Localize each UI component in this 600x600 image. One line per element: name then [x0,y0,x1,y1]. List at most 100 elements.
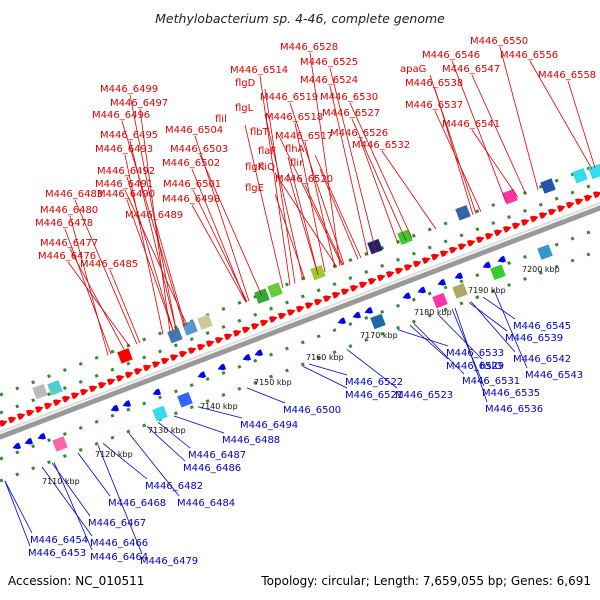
forward-gene-arrow [0,420,8,427]
reverse-gene-arrow [437,278,447,286]
kbp-tick-label: 7170 kbp [360,331,398,340]
forward-gene-label: M446_6558 [538,70,596,81]
forward-gene-arrow [169,354,179,361]
forward-gene-arrow [556,205,566,212]
forward-gene-label: flhA [285,144,305,155]
forward-gene-arrow [223,333,233,341]
reverse-gene-arrow [482,261,492,269]
forward-gene-label: M446_6497 [110,98,168,109]
reverse-leader-line [41,466,93,537]
reverse-gene-arrow [24,437,34,445]
forward-gene-arrow [133,368,143,375]
feature-block [52,436,68,452]
reverse-leader-line [146,426,186,462]
feature-block [540,178,556,194]
reverse-leader-line [454,307,488,403]
reverse-gene-label: M446_6487 [188,450,246,461]
kbp-ticks: 7110 kbp 7120 kbp 7130 kbp 7140 kbp 7150 kbp… [42,265,560,486]
reverse-leader-line [346,349,398,389]
reverse-gene-label: M446_6467 [88,518,146,529]
reverse-gene-label: M446_6454 [30,535,88,546]
feature-block [310,264,326,281]
forward-gene-arrow [394,267,404,275]
forward-gene-label: M446_6489 [125,210,183,221]
forward-gene-arrow [151,361,161,368]
forward-gene-label: M446_6537 [405,100,463,111]
forward-gene-arrow [376,274,386,282]
forward-leader-line [359,138,399,244]
forward-gene-label: M446_6504 [165,125,223,136]
forward-gene-arrow [160,357,170,365]
forward-leader-line [154,220,186,326]
forward-gene-arrow [97,382,107,389]
forward-gene-arrow [187,347,197,355]
forward-gene-arrow [583,194,593,202]
backbone-line [0,205,600,440]
forward-leader-line [471,129,519,198]
forward-gene-label: M446_6480 [40,205,98,216]
forward-leader-line [304,141,336,269]
forward-gene-label: M446_6503 [170,144,228,155]
forward-gene-label: M446_6525 [300,57,358,68]
forward-leader-line [74,199,138,345]
reverse-leader-line [53,462,93,551]
forward-leader-line [314,154,362,259]
feature-block [197,314,213,330]
forward-gene-label: M446_6476 [38,251,96,262]
feature-block [167,327,183,344]
forward-gene-label: M446_6496 [92,110,150,121]
reverse-leader-line [470,301,516,353]
reverse-gene-label: M446_6542 [513,354,571,365]
forward-gene-arrow [565,201,575,209]
kbp-tick-label: 7120 kbp [95,450,133,459]
forward-leader-line [139,108,171,332]
forward-gene-arrow [205,340,215,348]
feature-block [177,392,193,408]
reverse-gene-arrow [122,400,132,407]
forward-gene-label: M446_6538 [405,78,463,89]
forward-leader-line [124,189,188,326]
forward-gene-label: flgK [245,162,265,173]
forward-gene-arrow [277,312,287,320]
forward-gene-arrow [88,385,98,393]
topology-label: Topology: circular; Length: 7,659,055 bp… [260,574,591,588]
reverse-gene-arrow [337,317,347,325]
reverse-leader-line [409,324,449,360]
forward-gene-label: M446_6478 [35,218,93,229]
reverse-gene-label: M446_6529 [446,361,504,372]
forward-leader-line [529,60,593,170]
forward-gene-arrow [349,284,359,292]
reverse-gene-label: M446_6535 [482,388,540,399]
reverse-gene-label: M446_6486 [183,463,241,474]
forward-leader-line [287,172,319,275]
forward-leader-line [499,46,539,190]
reverse-gene-arrow [352,311,362,319]
kbp-tick-label: 7110 kbp [42,477,80,486]
reverse-leader-line [482,296,516,320]
reverse-gene-label: hslO [480,361,502,372]
kbp-tick-label: 7160 kbp [306,353,344,362]
reverse-leader-line [451,308,485,387]
forward-leader-line [129,140,177,330]
forward-gene-arrow [502,226,512,233]
forward-gene-arrow [412,260,422,268]
forward-gene-label: M446_6546 [422,50,480,61]
forward-gene-arrow [430,253,440,261]
feature-block [432,292,448,309]
kbp-tick-label: 7130 kbp [148,426,186,435]
forward-gene-arrow [106,378,116,386]
forward-gene-label: M446_6491 [95,179,153,190]
label-leader-lines [4,46,596,555]
forward-leader-line [259,75,291,286]
feature-block [455,204,471,221]
forward-leader-line [294,122,326,272]
forward-leader-line [289,102,345,265]
feature-block [117,348,133,364]
reverse-leader-line [97,445,143,555]
reverse-gene-arrow [37,432,47,440]
forward-gene-label: flaF [258,146,276,157]
forward-leader-line [129,94,177,330]
forward-gene-arrow [520,219,530,226]
forward-gene-label: M446_6518 [265,112,323,123]
